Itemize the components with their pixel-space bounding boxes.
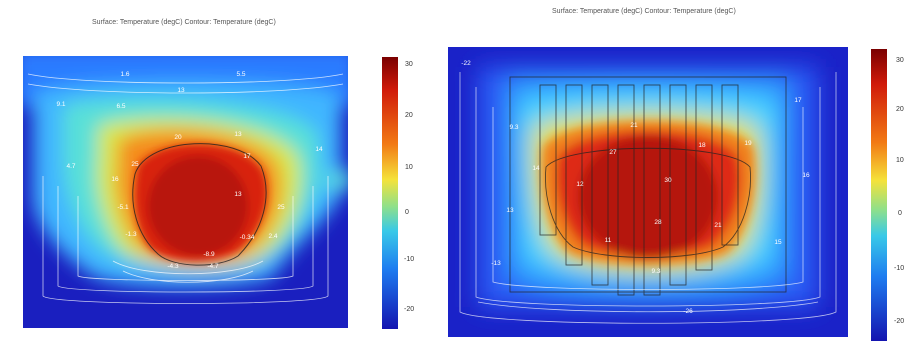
contour-label: 2.4 [268, 233, 277, 240]
colorbar-tick: -10 [894, 265, 905, 272]
contour-label: 14 [532, 165, 540, 172]
colorbar-tick: 0 [405, 209, 409, 216]
contour-label: 13 [177, 87, 185, 94]
contour-label: -1.3 [125, 231, 137, 238]
contour-label: 13 [234, 131, 242, 138]
contour-label: 25 [277, 204, 285, 211]
contour-label: 16 [802, 172, 810, 179]
contour-label: 20 [174, 134, 182, 141]
colorbar-tick: 20 [405, 112, 413, 119]
colorbar-tick: 0 [898, 210, 902, 217]
colorbar-tick: -20 [894, 318, 905, 325]
contour-label: 27 [609, 149, 617, 156]
contour-label: 19 [744, 140, 752, 147]
contour-label: -5.1 [117, 204, 129, 211]
left-temperature-map: 1.6 5.5 13 9.1 6.5 20 13 17 25 16 4.7 14… [23, 56, 348, 328]
contour-label: 1.6 [120, 71, 129, 78]
left-colorbar [382, 57, 398, 329]
left-plot-title: Surface: Temperature (degC) Contour: Tem… [92, 19, 276, 26]
contour-label: 25 [131, 161, 139, 168]
right-temperature-map: -22 17 9.3 21 27 18 19 30 14 12 28 21 16… [448, 47, 848, 337]
colorbar-tick: 10 [896, 157, 904, 164]
contour-label: 21 [630, 122, 638, 129]
contour-label: 30 [664, 177, 672, 184]
contour-label: 9.3 [651, 268, 660, 275]
contour-label: 13 [234, 191, 242, 198]
colorbar-tick: 10 [405, 164, 413, 171]
contour-label: 5.5 [236, 71, 245, 78]
contour-label: 4.7 [66, 163, 75, 170]
contour-label: 6.5 [116, 103, 125, 110]
contour-label: 14 [315, 146, 323, 153]
contour-label: 9.3 [509, 124, 518, 131]
contour-label: 11 [605, 237, 612, 244]
colorbar-tick: 30 [896, 57, 904, 64]
colorbar-tick: -20 [404, 306, 415, 313]
contour-label: -4.7 [207, 263, 219, 270]
contour-label: -0.34 [240, 234, 255, 241]
contour-label: -26 [683, 308, 693, 315]
right-colorbar [871, 49, 887, 341]
contour-label: -4.3 [167, 263, 179, 270]
contour-label: 21 [714, 222, 722, 229]
contour-label: 17 [243, 153, 251, 160]
colorbar-tick: -10 [404, 256, 415, 263]
contour-label: 18 [698, 142, 706, 149]
contour-label: 13 [506, 207, 514, 214]
contour-label: 17 [794, 97, 802, 104]
contour-label: -8.9 [203, 251, 215, 258]
colorbar-tick: 20 [896, 106, 904, 113]
contour-label: 16 [111, 176, 119, 183]
contour-label: 9.1 [56, 101, 65, 108]
contour-label: 15 [774, 239, 782, 246]
colorbar-tick: 30 [405, 61, 413, 68]
contour-label: -13 [491, 260, 501, 267]
contour-label: -22 [461, 60, 471, 67]
right-plot-title: Surface: Temperature (degC) Contour: Tem… [552, 8, 736, 15]
contour-label: 12 [576, 181, 584, 188]
contour-label: 28 [654, 219, 662, 226]
